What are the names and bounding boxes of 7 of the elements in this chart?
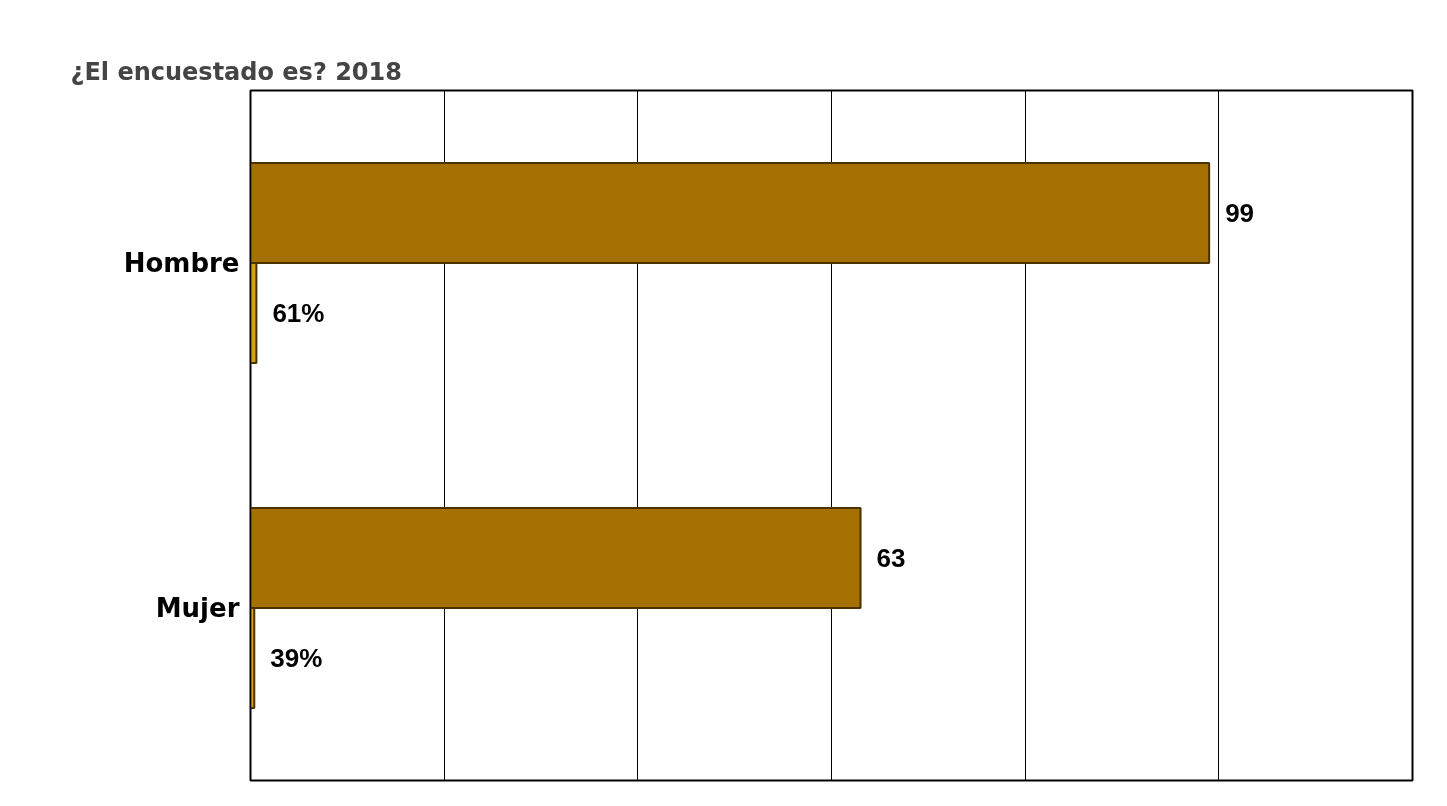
chart-title: ¿El encuestado es? 2018 (70, 57, 402, 86)
y-tick-label: Hombre (123, 248, 240, 278)
data-label: 61% (272, 298, 325, 329)
y-tick-label: Mujer (155, 593, 240, 623)
data-label: 63 (876, 542, 906, 573)
data-label: 39% (270, 643, 323, 674)
data-label: 99 (1225, 197, 1255, 228)
